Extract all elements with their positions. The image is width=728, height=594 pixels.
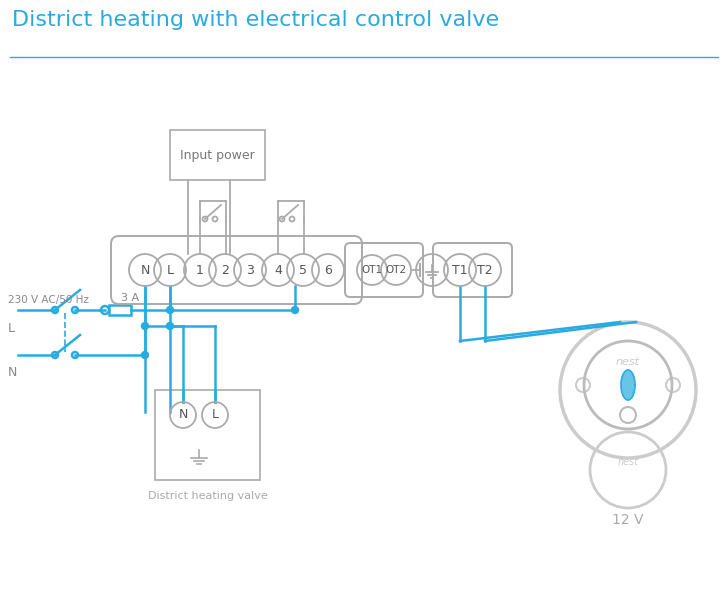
Circle shape — [167, 323, 173, 330]
Text: OT1: OT1 — [361, 265, 382, 275]
Circle shape — [141, 352, 149, 359]
Text: District heating valve: District heating valve — [148, 491, 267, 501]
Text: 6: 6 — [324, 264, 332, 276]
Text: N: N — [178, 409, 188, 422]
Text: 2: 2 — [221, 264, 229, 276]
Text: nest: nest — [617, 457, 638, 467]
Bar — [109, 305, 131, 315]
Text: 1: 1 — [196, 264, 204, 276]
Text: L: L — [167, 264, 173, 276]
Text: T1: T1 — [452, 264, 468, 276]
Text: N: N — [141, 264, 150, 276]
Text: L: L — [8, 321, 15, 334]
Text: 3 A: 3 A — [121, 293, 139, 303]
Bar — [170, 130, 265, 180]
Text: L: L — [212, 409, 218, 422]
Text: OT2: OT2 — [385, 265, 406, 275]
Text: 3: 3 — [246, 264, 254, 276]
Text: 12 V: 12 V — [612, 513, 644, 527]
Polygon shape — [621, 370, 635, 400]
Text: nest: nest — [616, 357, 640, 367]
Circle shape — [167, 307, 173, 314]
Text: 4: 4 — [274, 264, 282, 276]
Text: Input power: Input power — [180, 148, 255, 162]
Circle shape — [141, 323, 149, 330]
Bar — [155, 390, 260, 480]
Text: 5: 5 — [299, 264, 307, 276]
Text: 230 V AC/50 Hz: 230 V AC/50 Hz — [8, 295, 89, 305]
Text: N: N — [8, 366, 17, 380]
Text: T2: T2 — [477, 264, 493, 276]
Text: District heating with electrical control valve: District heating with electrical control… — [12, 10, 499, 30]
Circle shape — [291, 307, 298, 314]
